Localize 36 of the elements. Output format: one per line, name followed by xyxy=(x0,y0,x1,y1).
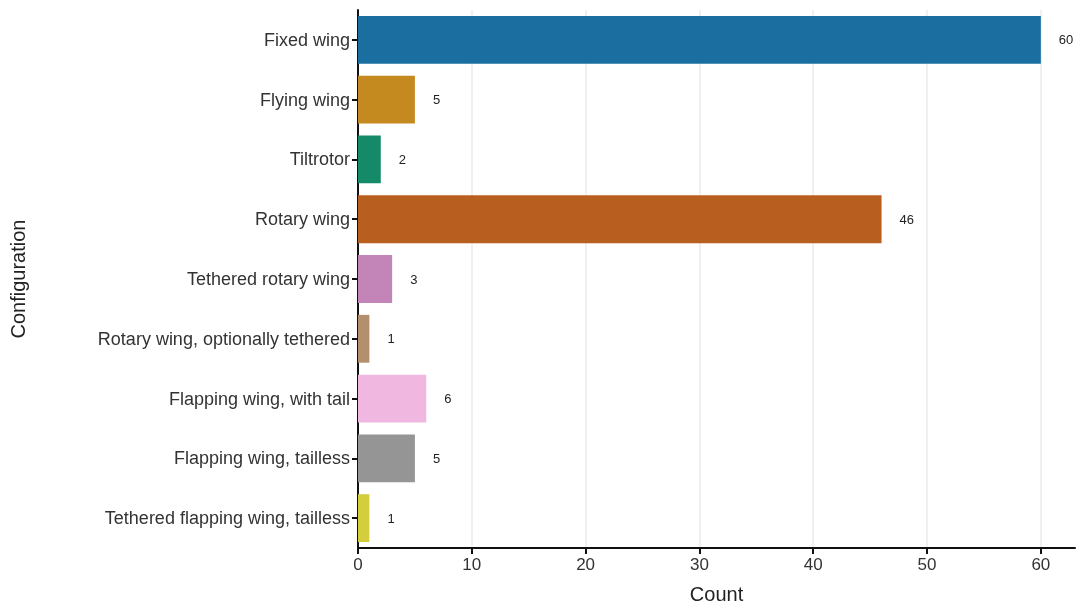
y-tick-label: Tiltrotor xyxy=(289,149,350,170)
x-tick-label: 20 xyxy=(576,555,596,574)
x-tick-label: 0 xyxy=(353,555,363,574)
y-tick-label: Flapping wing, with tail xyxy=(168,388,350,409)
bar xyxy=(358,255,393,303)
x-tick-label: 10 xyxy=(462,555,482,574)
y-tick-label: Rotary wing, optionally tethered xyxy=(97,328,350,349)
x-axis-title: Count xyxy=(689,583,744,605)
data-label: 6 xyxy=(444,391,452,407)
bar xyxy=(358,434,415,483)
x-tick-label: 60 xyxy=(1031,555,1051,574)
y-axis-title: Configuration xyxy=(7,219,29,339)
data-label: 2 xyxy=(398,151,406,167)
data-label: 5 xyxy=(432,92,441,108)
bar xyxy=(358,135,381,184)
bar xyxy=(358,195,882,244)
bar xyxy=(358,15,1041,64)
data-label: 46 xyxy=(899,211,914,227)
bar xyxy=(358,75,415,124)
y-tick-label: Flying wing xyxy=(259,89,350,110)
data-label: 60 xyxy=(1058,32,1074,48)
data-label: 1 xyxy=(387,510,395,526)
y-tick-label: Rotary wing xyxy=(254,209,350,230)
bar xyxy=(358,374,427,423)
data-label: 3 xyxy=(410,271,418,287)
data-label: 1 xyxy=(387,331,395,347)
y-tick-label: Flapping wing, tailless xyxy=(173,448,350,469)
y-tick-label: Tethered rotary wing xyxy=(186,269,350,289)
bar xyxy=(358,494,370,543)
x-tick-label: 50 xyxy=(917,555,937,574)
x-tick-label: 30 xyxy=(689,555,709,574)
y-tick-label: Fixed wing xyxy=(263,29,350,50)
x-tick-label: 40 xyxy=(803,555,823,574)
data-label: 5 xyxy=(432,450,441,466)
y-tick-label: Tethered flapping wing, tailless xyxy=(104,508,350,529)
bar xyxy=(358,314,370,363)
